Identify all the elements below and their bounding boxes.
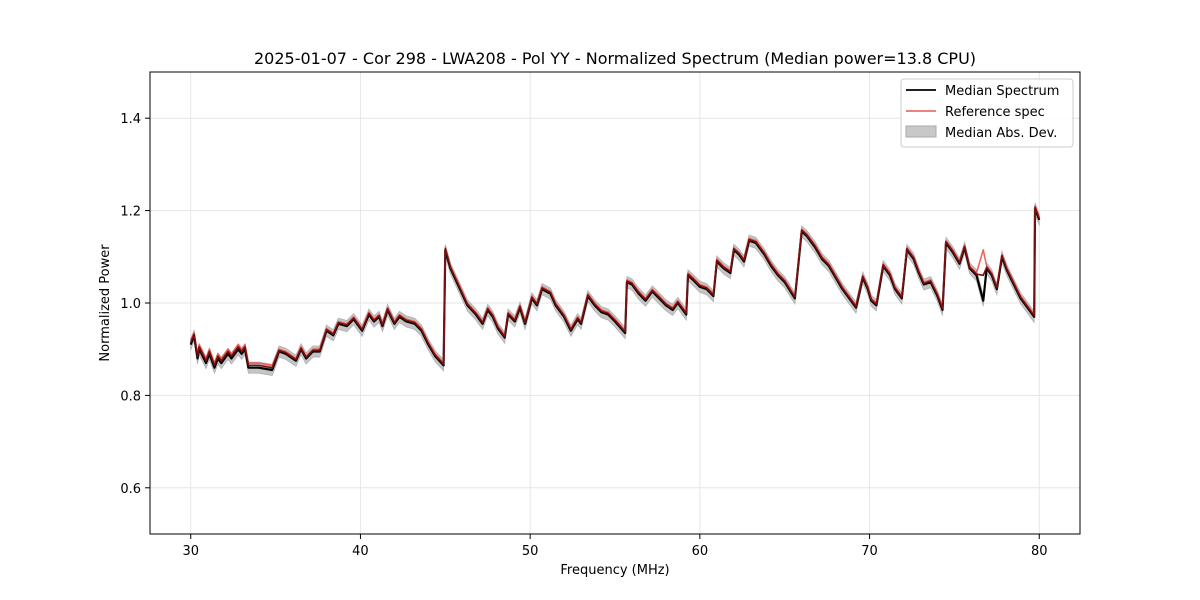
legend-reference-label: Reference spec bbox=[945, 105, 1045, 120]
y-tick-label-3: 1.2 bbox=[120, 205, 141, 220]
y-tick-label-4: 1.4 bbox=[120, 112, 141, 127]
legend-median-label: Median Spectrum bbox=[945, 84, 1059, 99]
x-tick-label-0: 30 bbox=[182, 544, 199, 559]
x-tick-label-5: 80 bbox=[1031, 544, 1048, 559]
x-tick-label-2: 50 bbox=[522, 544, 539, 559]
chart-title: 2025-01-07 - Cor 298 - LWA208 - Pol YY -… bbox=[254, 49, 976, 68]
x-axis-label: Frequency (MHz) bbox=[560, 563, 669, 578]
legend-mad-label: Median Abs. Dev. bbox=[945, 126, 1057, 141]
x-tick-label-3: 60 bbox=[692, 544, 709, 559]
legend-box bbox=[900, 78, 1074, 148]
overlap-line bbox=[189, 206, 1041, 369]
x-tick-label-1: 40 bbox=[352, 544, 369, 559]
y-tick-label-1: 0.8 bbox=[120, 389, 141, 404]
y-tick-label-2: 1.0 bbox=[120, 297, 141, 312]
y-tick-label-0: 0.6 bbox=[120, 482, 141, 497]
axis-ticks: 30 40 50 60 70 80 0.6 0.8 1.0 1.2 1.4 bbox=[120, 112, 1047, 559]
legend: Median Spectrum Reference spec Median Ab… bbox=[900, 78, 1074, 148]
legend-mad-swatch bbox=[905, 125, 937, 138]
x-tick-label-4: 70 bbox=[861, 544, 878, 559]
plot-area bbox=[189, 202, 1041, 376]
y-axis-label: Normalized Power bbox=[98, 244, 113, 362]
